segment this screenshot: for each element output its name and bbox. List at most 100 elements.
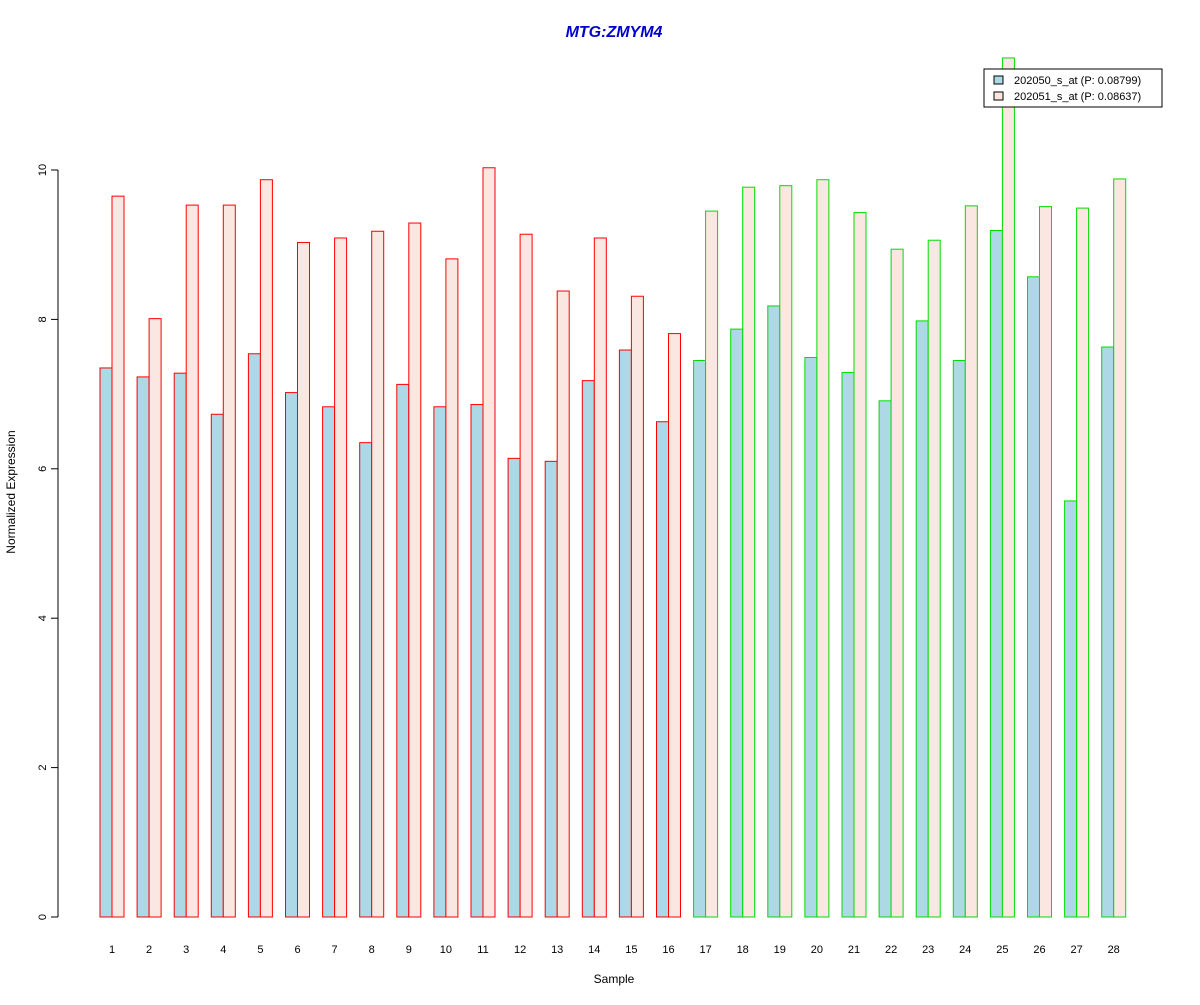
x-tick-label: 12 [514,944,526,956]
bar-probe1 [952,359,966,918]
legend: 202050_s_at (P: 0.08799) 202051_s_at (P: … [983,68,1163,108]
x-tick-label: 15 [625,944,637,956]
bar-probe2 [556,290,570,918]
x-tick-label: 19 [774,944,786,956]
x-tick-label: 26 [1033,944,1045,956]
y-axis: 0 2 4 6 8 10 [37,164,59,920]
y-axis-label: Normalized Expression [4,430,18,553]
bar-probe2 [816,179,830,918]
x-tick-label: 11 [477,944,488,956]
bar-probe2 [259,179,273,918]
bar-probe1 [581,380,595,918]
x-tick-label: 4 [220,944,226,956]
legend-label: 202051_s_at (P: 0.08637) [1014,91,1141,103]
bar-probe1 [433,406,447,918]
x-axis-label: Sample [594,972,635,986]
bar-probe1 [99,367,113,918]
bar-probe2 [1076,207,1090,918]
x-tick-label: 6 [294,944,300,956]
bar-probe1 [693,359,707,918]
bar-probe1 [1101,346,1115,918]
y-tick-label: 6 [37,466,49,472]
bar-probe2 [111,195,125,918]
bar-probe1 [210,413,224,918]
x-tick-label: 28 [1108,944,1120,956]
x-tick-label: 13 [551,944,563,956]
bar-probe2 [853,212,867,918]
bar-probe2 [148,318,162,918]
legend-box [983,68,1163,108]
x-tick-label: 10 [440,944,452,956]
x-tick-label: 17 [699,944,711,956]
bar-probe2 [964,205,978,918]
bar-probe2 [371,230,385,918]
bar-probe1 [322,406,336,918]
y-tick-label: 0 [37,914,49,920]
bar-probe1 [915,320,929,918]
x-tick-label: 24 [959,944,971,956]
bar-probe2 [482,167,496,918]
x-tick-label: 22 [885,944,897,956]
legend-label: 202050_s_at (P: 0.08799) [1014,75,1141,87]
bar-probe2 [890,248,904,918]
bar-probe1 [730,328,744,918]
x-tick-label: 27 [1070,944,1082,956]
x-tick-label: 14 [588,944,600,956]
bar-probe1 [136,376,150,918]
bar-probe2 [779,185,793,918]
x-tick-label: 1 [109,944,115,956]
bar-probe1 [1027,276,1040,918]
bar-probe2 [1001,57,1015,918]
y-tick-label: 10 [37,164,49,176]
bar-probe2 [185,204,199,918]
x-tick-label: 23 [922,944,934,956]
bar-probe1 [656,421,669,918]
bar-probe1 [173,372,187,918]
x-tick-label: 18 [737,944,749,956]
bar-probe1 [396,383,410,918]
bar-probe1 [507,457,521,918]
bar-probe2 [408,222,422,918]
bar-probe2 [593,237,607,918]
y-tick-label: 4 [37,615,49,621]
bar-probe2 [1113,178,1127,918]
x-tick-labels: 1 2 3 4 5 6 7 8 9 10 11 12 13 14 15 16 17 18 19 20 21 22 23 24 2… [109,944,1120,956]
x-tick-label: 25 [996,944,1008,956]
x-tick-label: 20 [811,944,823,956]
bar-probe2 [334,237,348,918]
bar-probe2 [445,258,459,918]
y-tick-label: 8 [37,316,49,322]
bar-probe2 [668,333,681,918]
legend-swatch [993,91,1004,101]
bar-probe1 [544,460,558,918]
y-tick-label: 2 [37,765,49,771]
bar-probe1 [470,404,484,918]
bar-probe2 [742,186,756,918]
bar-probe2 [1039,206,1052,918]
x-tick-label: 7 [332,944,338,956]
bar-probe1 [247,353,261,918]
x-tick-label: 5 [257,944,263,956]
x-tick-label: 9 [406,944,412,956]
bar-probe1 [841,371,855,918]
bar-probe2 [222,204,236,918]
x-tick-label: 16 [662,944,674,956]
chart-title: MTG:ZMYM4 [566,24,663,41]
x-tick-label: 8 [369,944,375,956]
legend-swatch [993,75,1004,85]
bar-probe1 [285,392,298,918]
bar-probe2 [927,239,941,918]
bar-probe2 [519,233,533,918]
bar-probe1 [804,356,818,918]
x-tick-label: 21 [848,944,860,956]
bar-probe2 [630,295,644,918]
bar-probe1 [989,230,1003,918]
bar-probe1 [359,442,373,918]
bar-probe1 [1064,500,1078,918]
bar-probe2 [705,210,719,918]
x-tick-label: 3 [183,944,189,956]
x-tick-label: 2 [146,944,152,956]
bars-group [99,57,1127,918]
